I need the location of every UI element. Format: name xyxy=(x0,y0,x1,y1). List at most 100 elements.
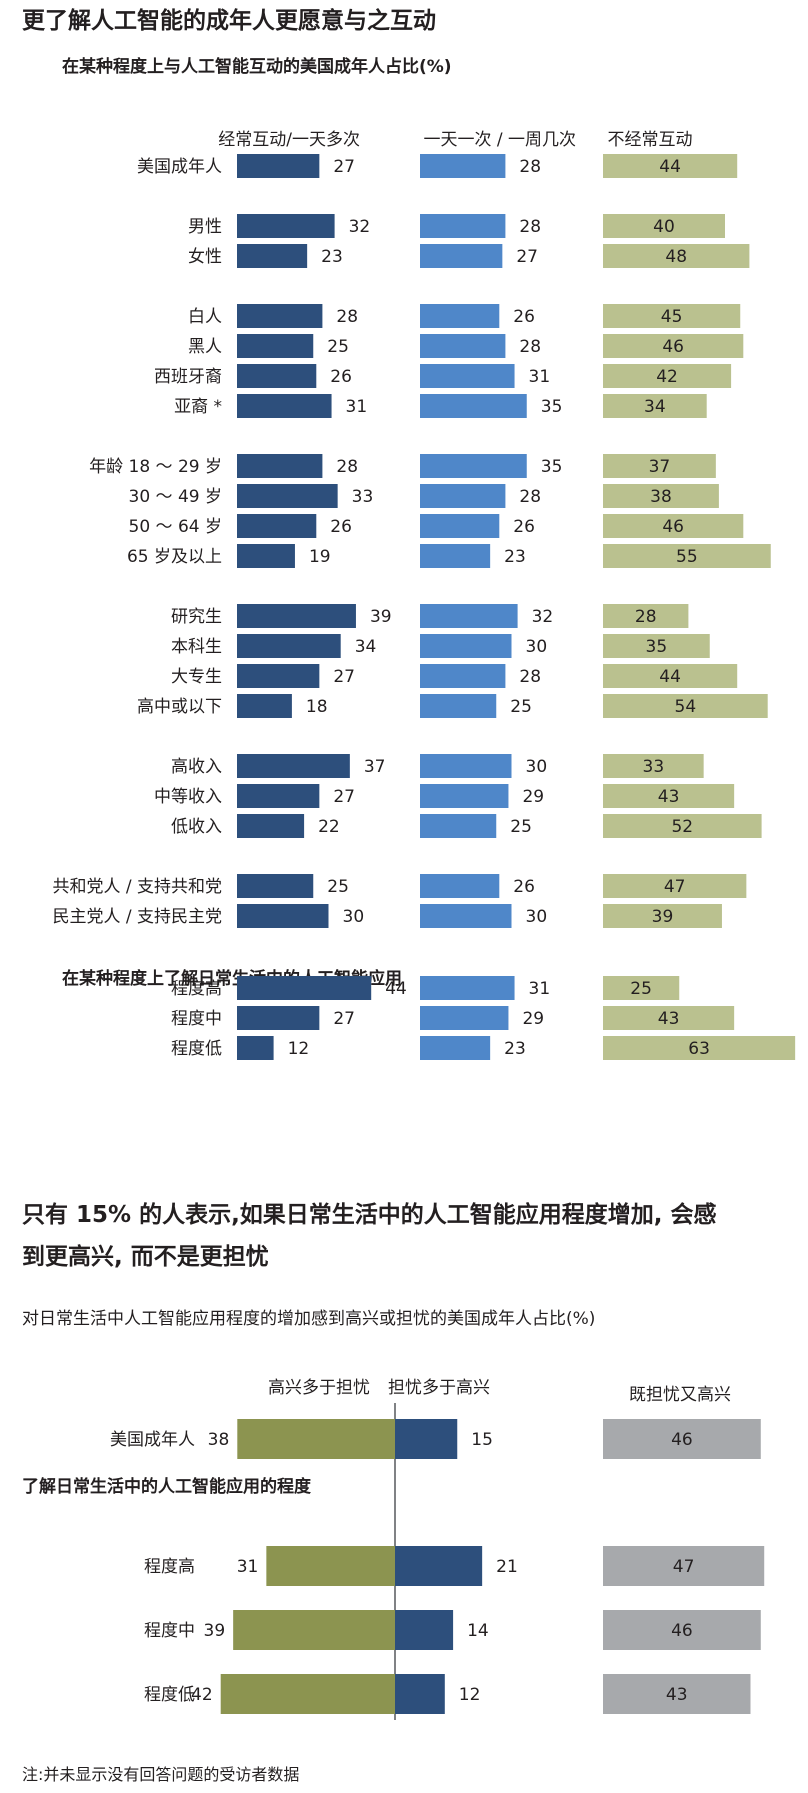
bar-value-label: 39 xyxy=(204,1621,226,1641)
row-label: 高中或以下 xyxy=(137,697,222,717)
row-label: 程度高 xyxy=(144,1557,195,1577)
bar-value-label: 30 xyxy=(526,637,548,657)
bar-weekly xyxy=(420,754,512,778)
bar-value-label: 35 xyxy=(646,637,668,657)
bar-value-label: 46 xyxy=(671,1430,693,1450)
chart1-title: 更了解人工智能的成年人更愿意与之互动 xyxy=(22,7,436,34)
bar-value-label: 37 xyxy=(649,457,671,477)
bar-weekly xyxy=(420,814,497,838)
row-label: 研究生 xyxy=(171,607,222,627)
row-label: 本科生 xyxy=(171,637,222,657)
bar-frequent xyxy=(237,694,292,718)
bar-value-label: 27 xyxy=(333,787,355,807)
bar-value-label: 27 xyxy=(333,1009,355,1029)
row-label: 低收入 xyxy=(171,817,222,837)
bar-value-label: 46 xyxy=(671,1621,693,1641)
bar-value-label: 30 xyxy=(526,757,548,777)
bar-frequent xyxy=(237,334,314,358)
bar-rare xyxy=(603,976,680,1000)
bar-worry xyxy=(395,1419,458,1459)
bar-happy xyxy=(266,1546,395,1586)
bar-value-label: 55 xyxy=(676,547,698,567)
bar-frequent xyxy=(237,784,320,808)
row-label: 年龄 18 ～ 29 岁 xyxy=(89,457,222,477)
bar-worry xyxy=(395,1674,445,1714)
bar-weekly xyxy=(420,1036,491,1060)
bar-value-label: 35 xyxy=(541,457,563,477)
bar-value-label: 37 xyxy=(364,757,386,777)
bar-value-label: 28 xyxy=(519,157,541,177)
bar-frequent xyxy=(237,634,341,658)
row-label: 中等收入 xyxy=(154,787,222,807)
bar-happy xyxy=(237,1419,395,1459)
bar-rare xyxy=(603,334,744,358)
bar-value-label: 63 xyxy=(688,1039,710,1059)
bar-both xyxy=(603,1674,751,1714)
chart1-legend-rare: 不经常互动 xyxy=(608,130,693,150)
row-label: 高收入 xyxy=(171,757,222,777)
bar-frequent xyxy=(237,604,356,628)
bar-rare xyxy=(603,514,744,538)
bar-frequent xyxy=(237,394,332,418)
bar-value-label: 21 xyxy=(496,1557,518,1577)
bar-frequent xyxy=(237,874,314,898)
bar-value-label: 25 xyxy=(327,877,349,897)
bar-value-label: 27 xyxy=(516,247,538,267)
bar-rare xyxy=(603,1006,735,1030)
bar-value-label: 44 xyxy=(659,157,681,177)
row-label: 男性 xyxy=(188,217,222,237)
bar-value-label: 44 xyxy=(659,667,681,687)
bar-value-label: 23 xyxy=(321,247,343,267)
bar-rare xyxy=(603,904,722,928)
chart2-legend-both: 既担忧又高兴 xyxy=(629,1385,731,1405)
bar-frequent xyxy=(237,244,308,268)
bar-rare xyxy=(603,1036,796,1060)
bar-value-label: 40 xyxy=(653,217,675,237)
bar-value-label: 28 xyxy=(519,667,541,687)
bar-rare xyxy=(603,304,741,328)
bar-worry xyxy=(395,1610,454,1650)
bar-value-label: 23 xyxy=(504,547,526,567)
bar-frequent xyxy=(237,454,323,478)
bar-frequent xyxy=(237,1036,274,1060)
bar-rare xyxy=(603,364,732,388)
bar-frequent xyxy=(237,754,350,778)
bar-happy xyxy=(220,1674,395,1714)
bar-frequent xyxy=(237,1006,320,1030)
bar-value-label: 46 xyxy=(662,337,684,357)
bar-value-label: 32 xyxy=(349,217,371,237)
bar-rare xyxy=(603,154,738,178)
bar-frequent xyxy=(237,814,305,838)
bar-value-label: 33 xyxy=(352,487,374,507)
bar-value-label: 42 xyxy=(656,367,678,387)
bar-value-label: 43 xyxy=(666,1685,688,1705)
bar-value-label: 33 xyxy=(643,757,665,777)
bar-rare xyxy=(603,874,747,898)
bar-value-label: 15 xyxy=(471,1430,493,1450)
chart2-title-line1: 只有 15% 的人表示,如果日常生活中的人工智能应用程度增加, 会感 xyxy=(22,1201,717,1228)
bar-value-label: 34 xyxy=(644,397,666,417)
bar-value-label: 29 xyxy=(522,1009,544,1029)
bar-rare xyxy=(603,664,738,688)
bar-value-label: 31 xyxy=(237,1557,259,1577)
bar-value-label: 28 xyxy=(336,457,358,477)
bar-rare xyxy=(603,214,725,238)
bar-value-label: 38 xyxy=(650,487,672,507)
chart1-legend-frequent: 经常互动/一天多次 xyxy=(218,130,360,150)
bar-value-label: 25 xyxy=(510,817,532,837)
bar-weekly xyxy=(420,604,518,628)
bar-weekly xyxy=(420,784,509,808)
bar-value-label: 28 xyxy=(635,607,657,627)
bar-value-label: 42 xyxy=(191,1685,213,1705)
bar-frequent xyxy=(237,214,335,238)
bar-weekly xyxy=(420,874,500,898)
row-label: 共和党人 / 支持共和党 xyxy=(52,877,222,897)
bar-happy xyxy=(233,1610,395,1650)
bar-value-label: 31 xyxy=(346,397,368,417)
bar-value-label: 25 xyxy=(510,697,532,717)
bar-frequent xyxy=(237,544,295,568)
bar-weekly xyxy=(420,454,527,478)
bar-both xyxy=(603,1419,761,1459)
chart2-section-header: 了解日常生活中的人工智能应用的程度 xyxy=(22,1476,312,1497)
